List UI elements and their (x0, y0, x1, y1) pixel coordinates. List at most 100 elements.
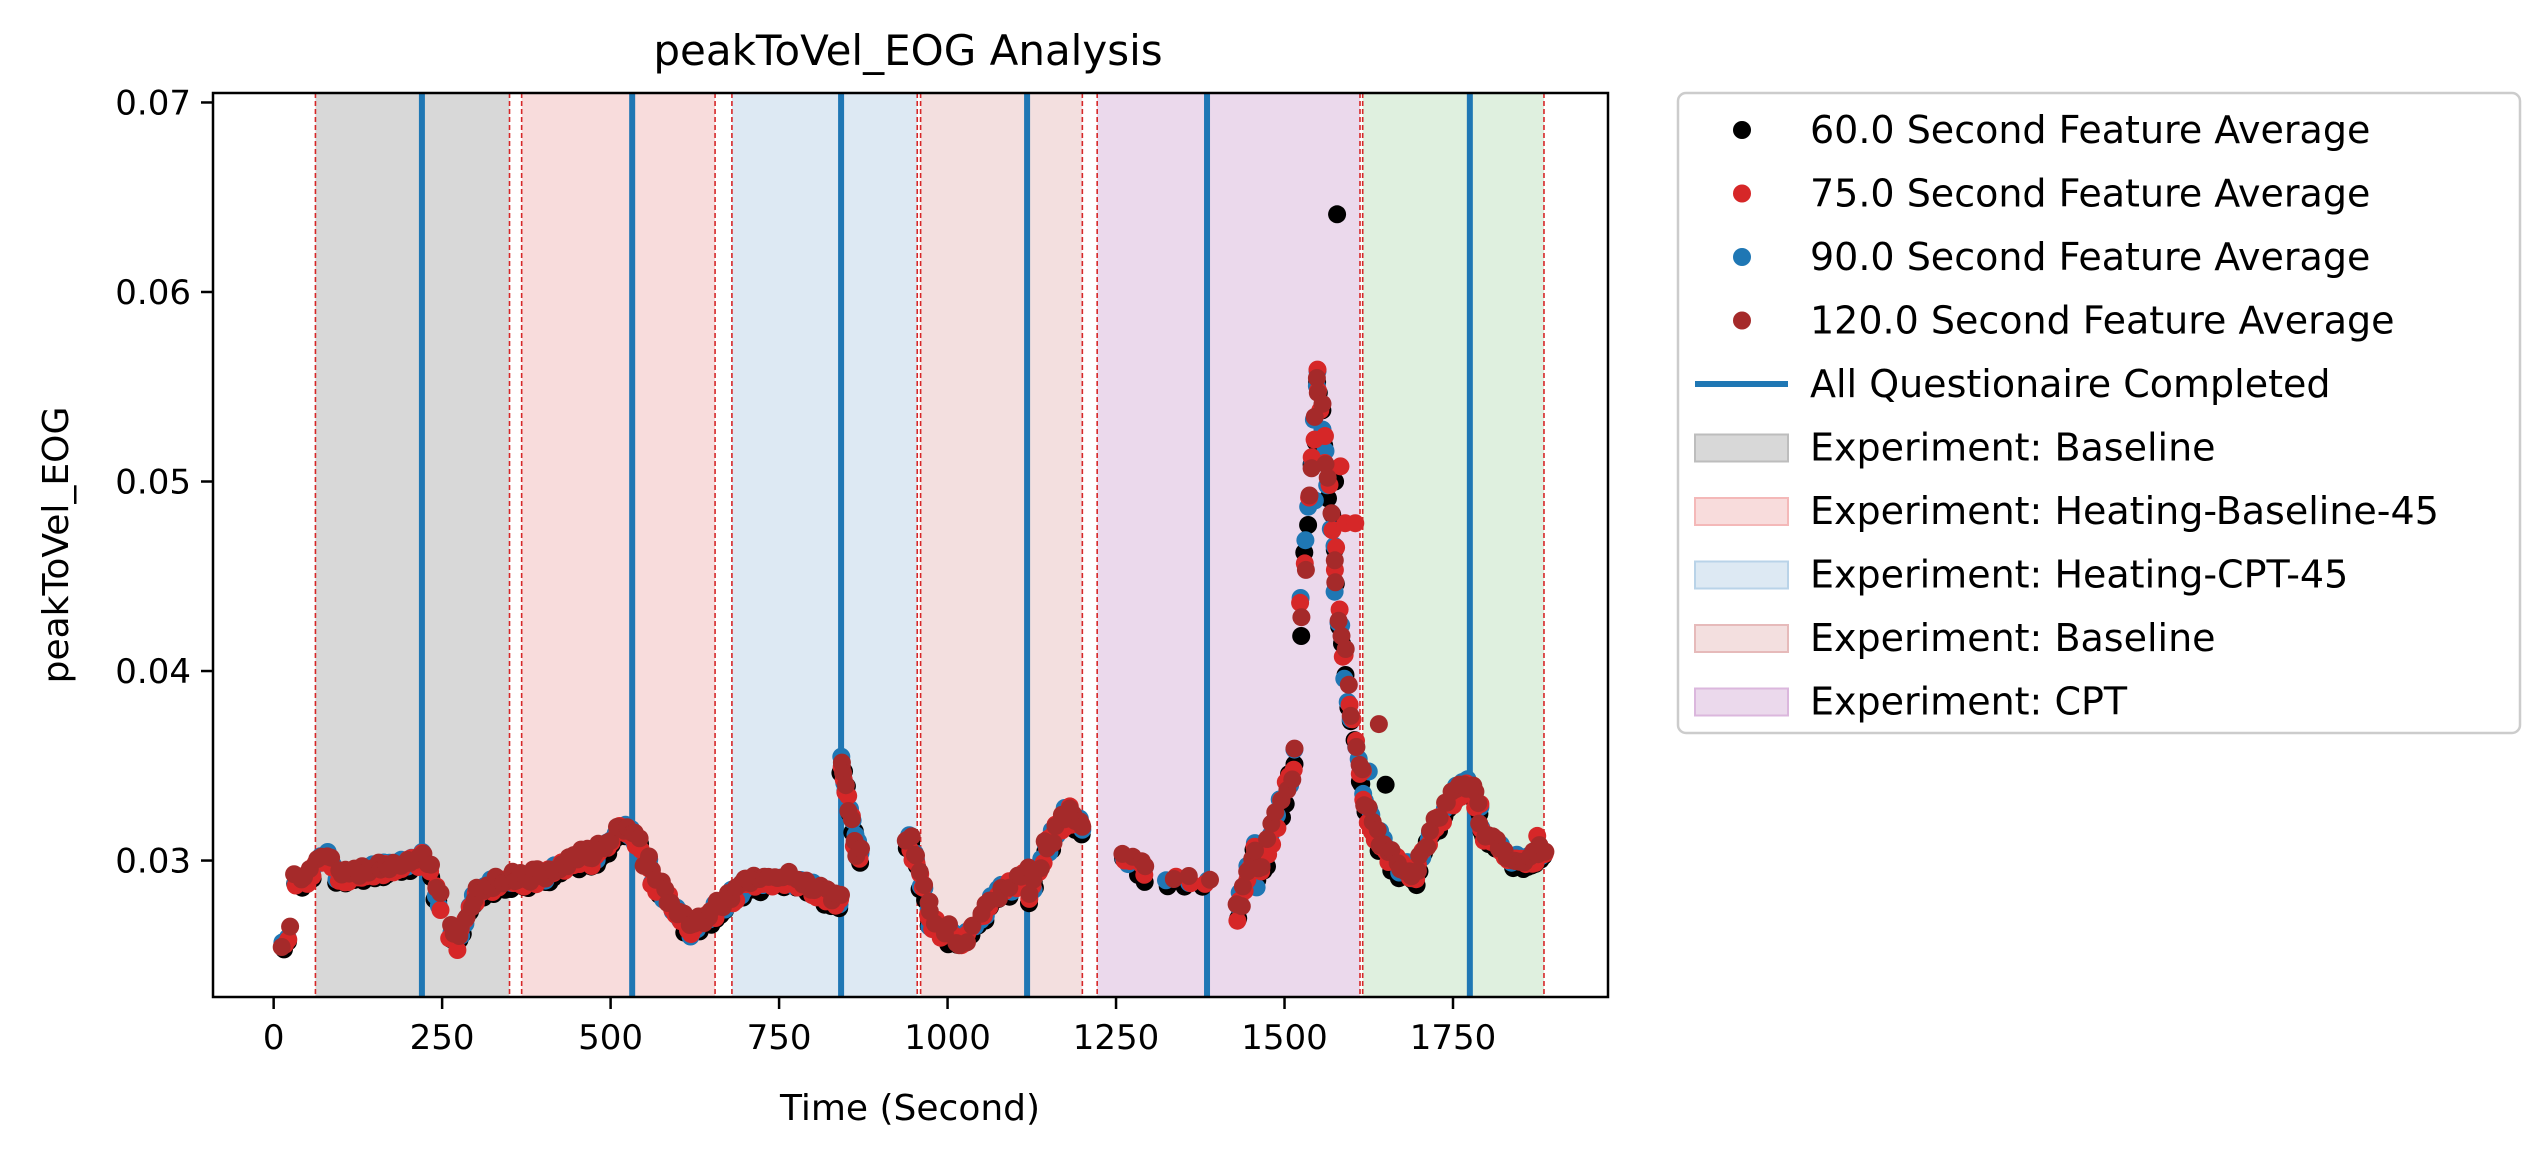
data-point (1233, 877, 1252, 896)
data-point-outlier (1376, 775, 1395, 794)
region-2 (731, 93, 918, 997)
data-point (1368, 820, 1387, 839)
legend-label-region-3: Experiment: Baseline (1810, 616, 2216, 660)
data-point (1316, 455, 1335, 474)
x-tick-label: 500 (578, 1018, 643, 1058)
y-axis-label: peakToVel_EOG (36, 407, 77, 684)
data-point-outlier (1328, 205, 1347, 224)
data-point (1409, 861, 1427, 880)
x-tick-label: 1750 (1410, 1018, 1497, 1058)
data-point (842, 810, 861, 829)
data-point (1305, 407, 1324, 426)
legend-label-questionnaire: All Questionaire Completed (1810, 362, 2331, 406)
data-point (1232, 897, 1251, 916)
data-point (1285, 739, 1304, 758)
data-point-outlier (1331, 457, 1350, 476)
x-tick-label: 1500 (1241, 1018, 1328, 1058)
data-point (1201, 870, 1219, 889)
legend-items: 60.0 Second Feature Average 75.0 Second F… (1694, 108, 2439, 724)
data-point (1296, 560, 1315, 579)
legend-marker-0 (1733, 121, 1751, 139)
region-0 (315, 93, 510, 997)
data-point (1322, 504, 1341, 523)
data-point (832, 885, 850, 904)
data-point (1164, 870, 1183, 888)
data-point (1347, 738, 1366, 756)
legend-label-3: 120.0 Second Feature Average (1810, 299, 2395, 343)
legend-label-region-2: Experiment: Heating-CPT-45 (1810, 553, 2348, 597)
data-point (1020, 884, 1039, 903)
x-tick-label: 250 (410, 1018, 475, 1058)
data-point (1300, 486, 1319, 505)
data-point (640, 847, 658, 866)
data-point (1329, 611, 1348, 630)
legend-marker-3 (1733, 311, 1751, 330)
region-3 (920, 93, 1083, 997)
chart-title: peakToVel_EOG Analysis (653, 26, 1162, 75)
x-tick-label: 0 (263, 1018, 285, 1058)
legend-label-region-0: Experiment: Baseline (1810, 426, 2216, 470)
legend-label-0: 60.0 Second Feature Average (1810, 108, 2370, 152)
data-point (907, 846, 925, 865)
data-point (1292, 608, 1311, 627)
data-point (1291, 593, 1310, 612)
data-point (852, 839, 870, 858)
legend-label-region-1: Experiment: Heating-Baseline-45 (1810, 489, 2439, 533)
y-tick-label: 0.07 (115, 83, 191, 123)
data-point (1246, 841, 1264, 860)
x-tick-label: 750 (747, 1018, 812, 1058)
data-point (1359, 798, 1378, 817)
legend-swatch-1 (1694, 497, 1789, 526)
data-point (431, 884, 450, 902)
data-point (915, 876, 934, 894)
legend-swatch-4 (1694, 687, 1789, 717)
data-point (1228, 911, 1247, 930)
series-3 (272, 369, 1555, 956)
x-tick-label: 1000 (904, 1018, 991, 1058)
legend-label-region-4: Experiment: CPT (1810, 680, 2128, 724)
data-point (1353, 760, 1372, 779)
legend: 60.0 Second Feature Average 75.0 Second F… (1676, 91, 2522, 735)
x-tick-label: 1250 (1073, 1018, 1160, 1058)
y-tick-label: 0.04 (115, 652, 191, 692)
legend-marker-2 (1733, 248, 1751, 266)
plot-area: 0 250 500 750 1000 1250 1500 1750 0.030.040.050… (115, 83, 1610, 1058)
data-point (1031, 859, 1050, 878)
data-point (1252, 858, 1271, 877)
questionnaire-lines (418, 93, 1473, 997)
scatter-points (272, 205, 1555, 959)
legend-swatch-0 (1694, 433, 1789, 463)
data-point (1299, 516, 1318, 534)
y-tick-label: 0.05 (115, 463, 191, 503)
data-point (1430, 808, 1449, 827)
data-point (448, 941, 467, 959)
data-point (1292, 627, 1311, 645)
data-point-outlier (1346, 514, 1365, 533)
legend-label-1: 75.0 Second Feature Average (1810, 172, 2370, 216)
data-point (281, 917, 300, 936)
data-point (1296, 531, 1315, 550)
data-point (630, 829, 649, 848)
region-4 (1097, 93, 1360, 997)
data-point (1336, 640, 1355, 658)
x-axis-ticks: 0 250 500 750 1000 1250 1500 1750 (263, 997, 1496, 1058)
legend-swatch-3 (1694, 624, 1789, 653)
data-point (1341, 706, 1360, 725)
plot-frame (211, 91, 1610, 999)
data-point-outlier (1315, 427, 1334, 446)
data-point (1326, 573, 1345, 592)
data-point (958, 933, 976, 952)
legend-swatch-2 (1694, 560, 1789, 590)
data-point (1418, 838, 1437, 857)
x-axis-label: Time (Second) (779, 1088, 1040, 1129)
legend-frame (1676, 91, 2522, 735)
data-point (1302, 459, 1321, 478)
data-point (1179, 867, 1198, 885)
legend-label-2: 90.0 Second Feature Average (1810, 235, 2370, 279)
data-point (601, 832, 620, 851)
data-point (1313, 394, 1332, 413)
data-point (272, 938, 291, 956)
data-point (431, 901, 450, 919)
data-point (422, 855, 440, 874)
